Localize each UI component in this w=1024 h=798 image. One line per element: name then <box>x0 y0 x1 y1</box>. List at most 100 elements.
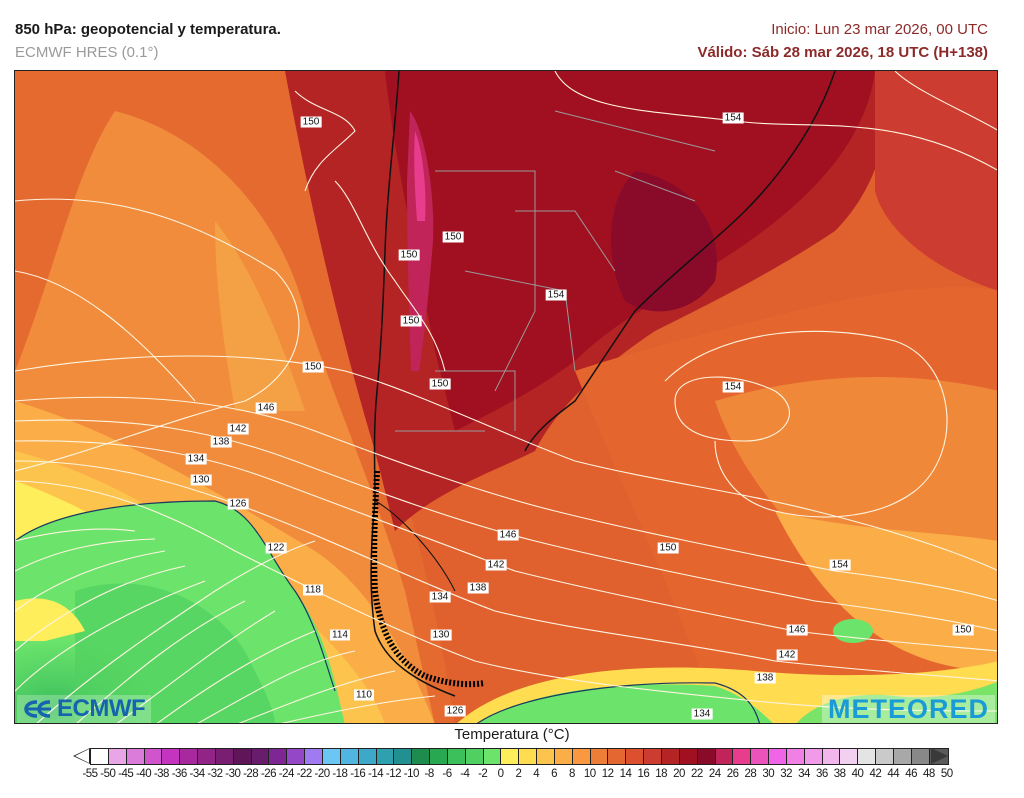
colorbar-tick-label: 12 <box>601 768 614 780</box>
colorbar-tick-label: -28 <box>243 768 259 780</box>
chart-title: 850 hPa: geopotencial y temperatura. <box>15 21 281 38</box>
colorbar-tick-label: -32 <box>207 768 223 780</box>
colorbar-ticks: -55 -50 -45 -40 -38 -36 -34 -32 -30 -28 -26 -24 -22-… <box>0 768 1024 782</box>
colorbar-swatch <box>822 749 841 764</box>
colorbar-swatch <box>697 749 716 764</box>
colorbar-tick-label: 16 <box>637 768 650 780</box>
contour-label: 138 <box>467 582 489 594</box>
colorbar-tick-label: 20 <box>673 768 685 780</box>
colorbar-swatch <box>608 749 627 764</box>
colorbar-swatch <box>519 749 538 764</box>
colorbar-tick-label: -45 <box>118 768 134 780</box>
colorbar-swatch <box>662 749 680 764</box>
meteored-logo: METEORED <box>821 694 995 723</box>
colorbar-swatch <box>840 749 859 764</box>
colorbar-tick-label: 42 <box>869 768 882 780</box>
contour-label: 126 <box>444 705 466 717</box>
valid-time: Válido: Sáb 28 mar 2026, 18 UTC (H+138) <box>697 44 988 61</box>
legend-min-arrow-icon <box>73 748 90 764</box>
contour-label: 122 <box>265 542 287 554</box>
contour-label: 150 <box>398 249 420 261</box>
contour-label: 154 <box>722 381 744 393</box>
colorbar-tick-label: 0 <box>497 768 504 780</box>
colorbar-tick-label: 14 <box>619 768 632 780</box>
forecast-map[interactable]: 150 154 150 150 154 150 150 150 154 146 142 138 134 1… <box>14 70 998 724</box>
colorbar-swatch <box>358 749 377 764</box>
colorbar-swatch <box>644 749 662 764</box>
ecmwf-mark-icon <box>23 699 53 719</box>
colorbar-tick-label: 18 <box>655 768 668 780</box>
contour-label: 142 <box>776 649 798 661</box>
contour-label: 130 <box>430 629 452 641</box>
contour-label: 150 <box>429 378 451 390</box>
colorbar-swatch <box>180 749 199 764</box>
colorbar-swatch <box>572 749 591 764</box>
legend-max-arrow-icon <box>931 748 948 764</box>
colorbar-tick-label: -55 <box>82 768 98 780</box>
colorbar-swatch <box>108 749 127 764</box>
contour-label: 154 <box>545 289 567 301</box>
colorbar-tick-label: 46 <box>905 768 917 780</box>
colorbar-tick-label: 8 <box>568 768 575 780</box>
colorbar-swatch <box>679 749 698 764</box>
contour-label: 142 <box>485 559 507 571</box>
colorbar-swatch <box>91 749 109 764</box>
temperature-field <box>15 71 997 723</box>
colorbar-tick-label: 40 <box>851 768 864 780</box>
contour-label: 134 <box>691 708 713 720</box>
colorbar-tick-label: -14 <box>368 768 384 780</box>
contour-label: 154 <box>722 112 744 124</box>
contour-label: 126 <box>227 498 249 510</box>
colorbar-tick-label: 34 <box>798 768 810 780</box>
colorbar-tick-label: -16 <box>350 768 366 780</box>
colorbar-swatch <box>893 749 912 764</box>
colorbar-tick-label: -10 <box>403 768 420 780</box>
colorbar-tick-label: -20 <box>314 768 330 780</box>
contour-label: 138 <box>754 672 776 684</box>
colorbar-tick-label: -26 <box>260 768 277 780</box>
contour-label: 138 <box>210 436 232 448</box>
contour-label: 150 <box>400 315 422 327</box>
colorbar-swatch <box>269 749 288 764</box>
colorbar-tick-label: -22 <box>296 768 313 780</box>
colorbar-swatch <box>465 749 484 764</box>
colorbar-tick-label: 30 <box>762 768 775 780</box>
ecmwf-logo-text: ECMWF <box>57 695 146 722</box>
contour-label: 114 <box>330 629 350 641</box>
colorbar-swatch <box>751 749 770 764</box>
colorbar-tick-label: -8 <box>424 768 435 780</box>
colorbar-tick-label: 4 <box>533 768 540 780</box>
colorbar-swatch <box>198 749 216 764</box>
contour-label: 118 <box>303 584 323 596</box>
contour-label: 110 <box>354 689 374 701</box>
contour-label: 130 <box>190 474 212 486</box>
contour-label: 146 <box>497 529 519 541</box>
contour-label: 142 <box>227 423 249 435</box>
colorbar-tick-label: 28 <box>744 768 757 780</box>
colorbar-tick-label: -12 <box>385 768 402 780</box>
colorbar-swatch <box>786 749 805 764</box>
contour-label: 150 <box>302 361 324 373</box>
colorbar-swatch <box>233 749 252 764</box>
colorbar-swatch <box>376 749 395 764</box>
ecmwf-logo: ECMWF <box>17 695 152 723</box>
contour-label: 150 <box>952 624 974 636</box>
colorbar-tick-label: -18 <box>332 768 348 780</box>
colorbar-swatch <box>287 749 306 764</box>
colorbar-tick-label: 10 <box>583 768 596 780</box>
temperature-colorbar <box>90 748 949 765</box>
colorbar-swatch <box>430 749 448 764</box>
contour-label: 146 <box>786 624 808 636</box>
colorbar-tick-label: 32 <box>780 768 793 780</box>
contour-label: 150 <box>300 116 322 128</box>
colorbar-tick-label: 36 <box>815 768 828 780</box>
colorbar-swatch <box>394 749 413 764</box>
colorbar-swatch <box>215 749 234 764</box>
colorbar-tick-label: 44 <box>887 768 900 780</box>
model-name: ECMWF HRES (0.1°) <box>15 44 159 61</box>
colorbar-tick-label: -34 <box>189 768 206 780</box>
colorbar-swatch <box>769 749 787 764</box>
colorbar-swatch <box>162 749 181 764</box>
colorbar-swatch <box>447 749 466 764</box>
colorbar-swatch <box>733 749 752 764</box>
